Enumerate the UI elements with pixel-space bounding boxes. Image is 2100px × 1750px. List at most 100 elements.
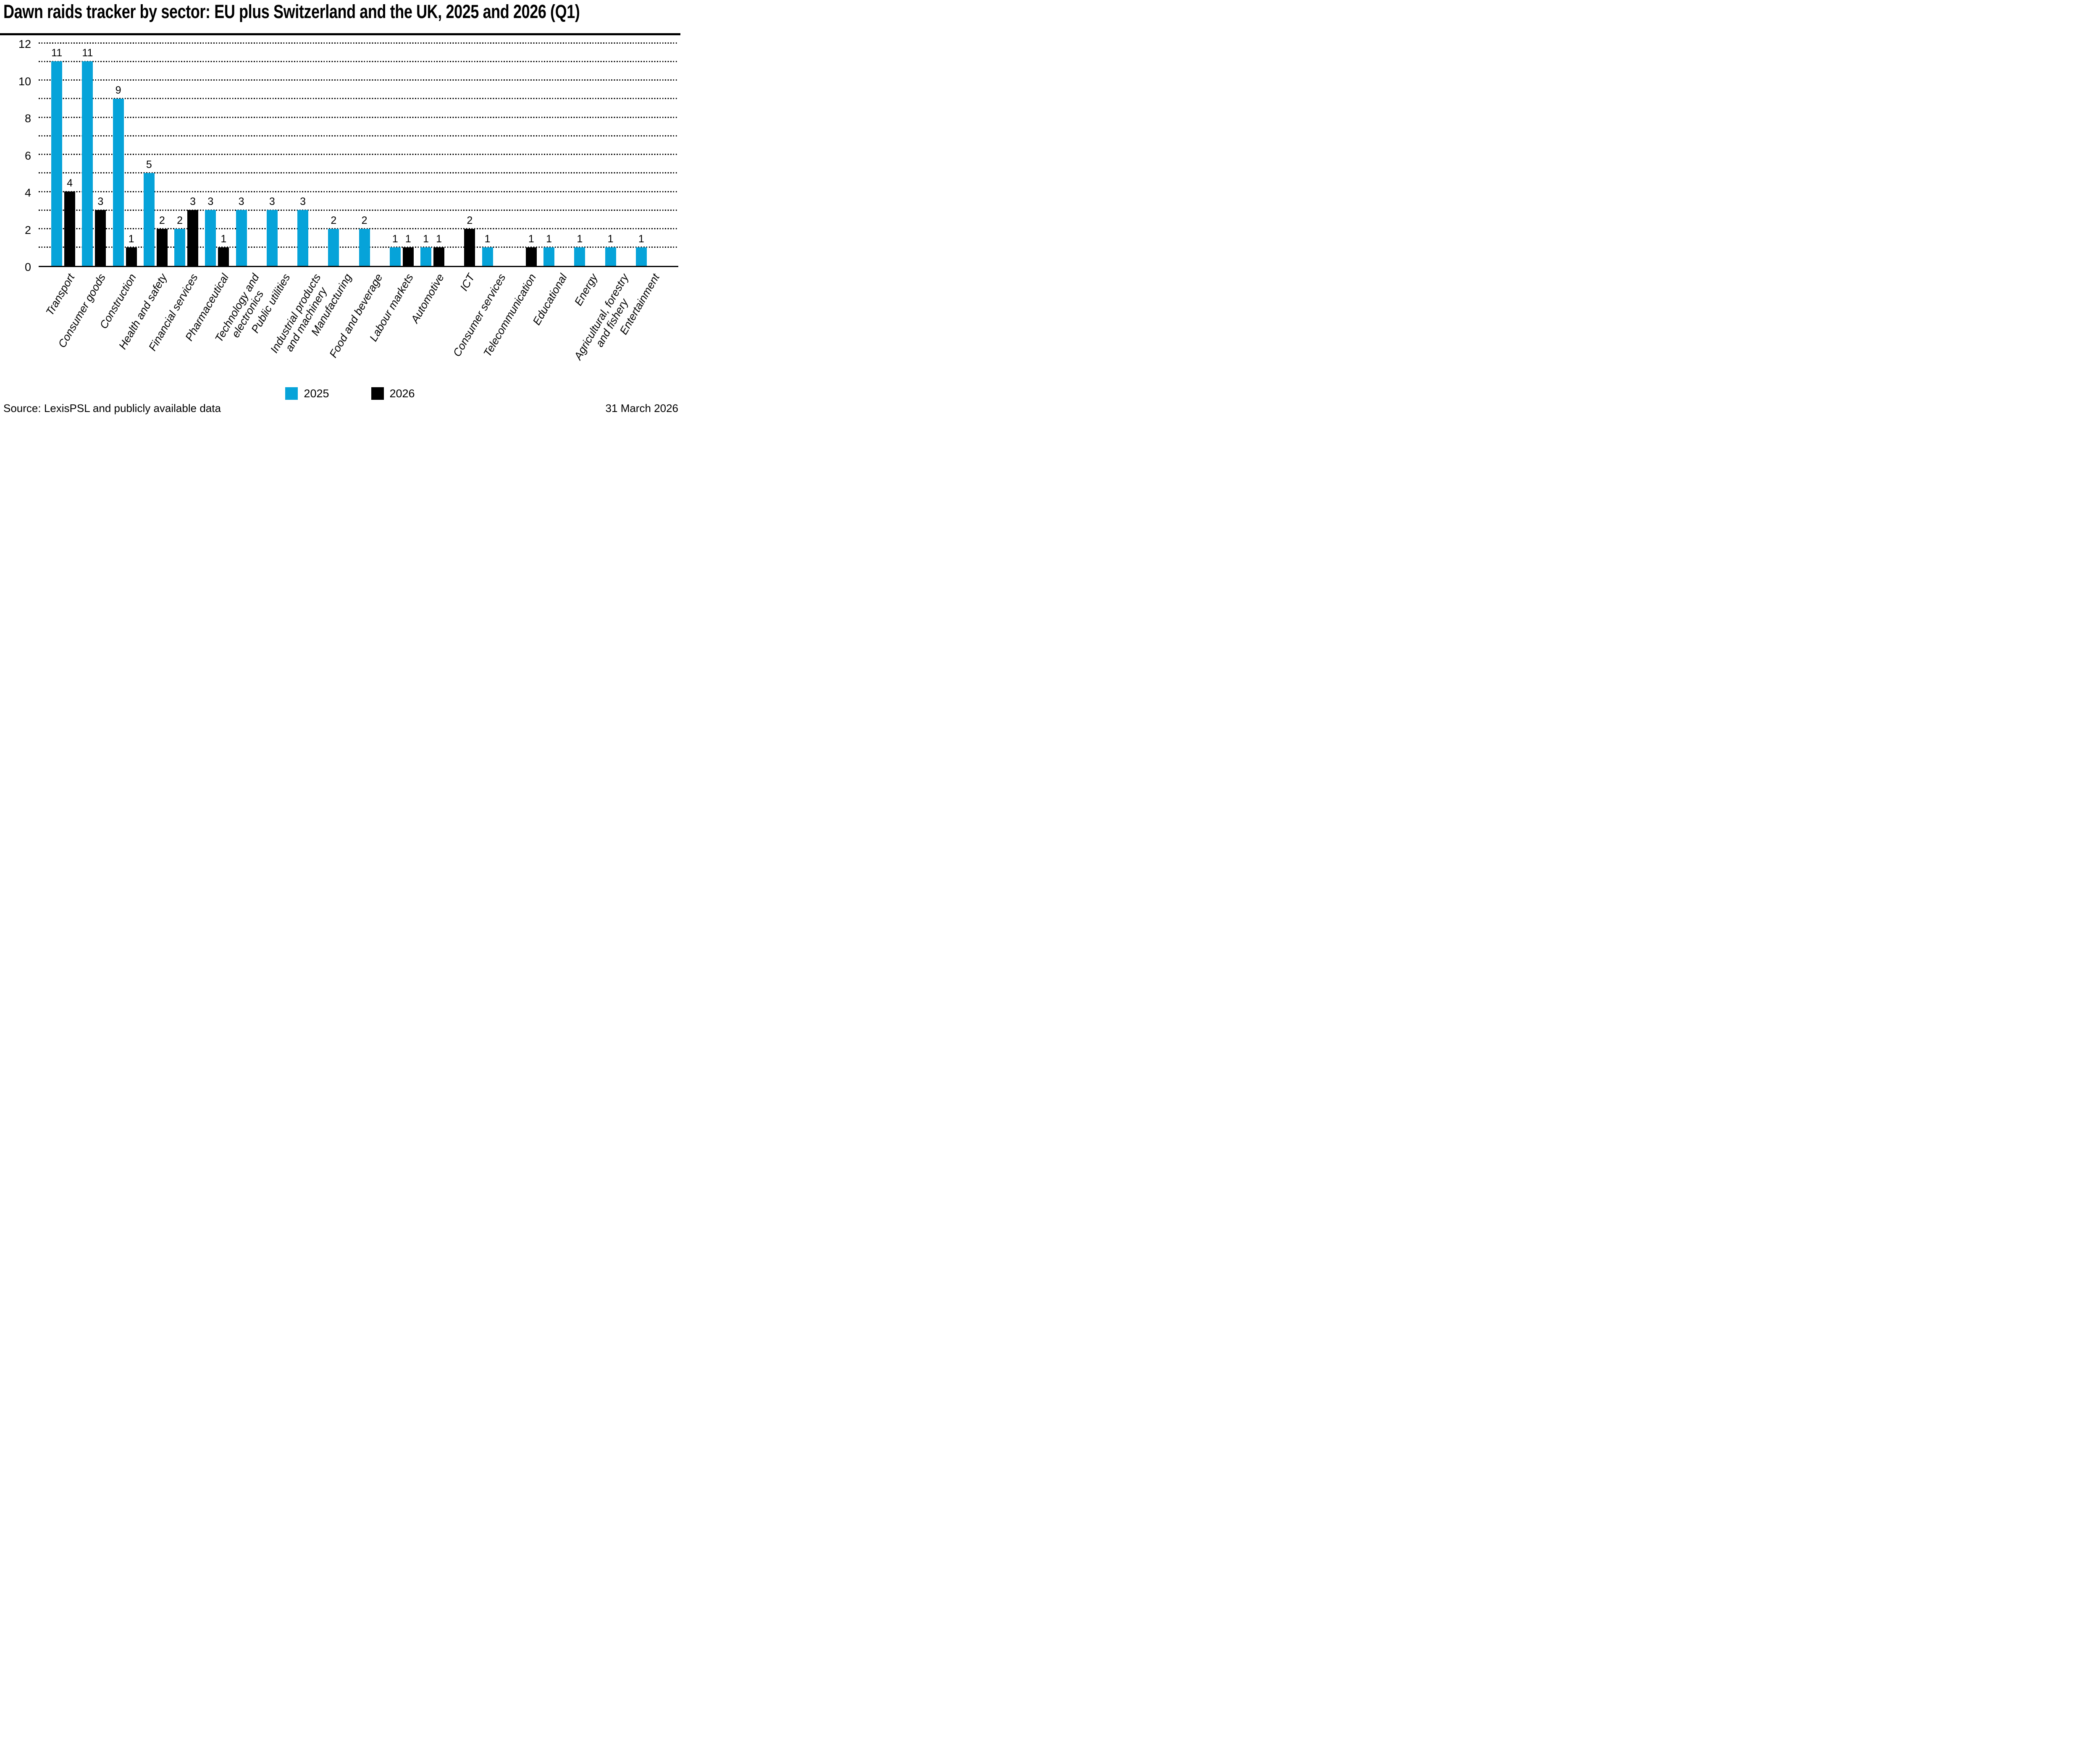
bar-value-label: 3 — [238, 196, 244, 208]
gridline — [39, 135, 678, 136]
bar-2026: 1 — [218, 234, 229, 266]
bar-2026: 3 — [187, 197, 199, 266]
bar-2025: 11 — [82, 48, 93, 266]
legend: 2025 2026 — [0, 387, 700, 400]
legend-item-2026: 2026 — [371, 387, 415, 400]
bar-2026: 1 — [126, 234, 137, 266]
bar-2025: 1 — [389, 234, 401, 266]
gridline — [39, 191, 678, 192]
legend-label-2025: 2025 — [304, 387, 329, 400]
bar-2026: 4 — [64, 178, 76, 266]
bar-2026: 2 — [156, 215, 168, 266]
bar-value-label: 1 — [484, 233, 491, 245]
chart-title: Dawn raids tracker by sector: EU plus Sw… — [3, 1, 700, 23]
bar-2025: 2 — [359, 215, 370, 266]
x-axis: Transport Consumer goods Construction Healt… — [39, 272, 678, 385]
y-axis-tick-label: 10 — [18, 75, 31, 88]
gridline — [39, 60, 678, 62]
gridline — [39, 42, 678, 44]
bar-value-label: 2 — [177, 214, 183, 226]
x-axis-label: Energy — [572, 271, 600, 308]
x-axis-label: ICT — [457, 271, 477, 293]
bar-2026: 2 — [464, 215, 475, 266]
bar-2025: 5 — [143, 159, 155, 266]
bar-group: 3 — [263, 44, 294, 266]
bar-value-label: 1 — [528, 233, 534, 245]
bar-group: 2 — [448, 44, 478, 266]
bar-value-label: 1 — [405, 233, 411, 245]
gridline — [39, 154, 678, 155]
bar-2026: 1 — [402, 234, 414, 266]
bar-value-label: 1 — [392, 233, 398, 245]
bar-value-label: 5 — [146, 158, 152, 171]
bar-group: 1 — [509, 44, 540, 266]
bar-value-label: 3 — [207, 196, 214, 208]
bar-2025: 9 — [113, 85, 124, 266]
y-axis-tick-label: 0 — [24, 261, 31, 273]
bar-2026: 1 — [525, 234, 537, 266]
y-axis-tick-label: 2 — [24, 223, 31, 236]
plot-area: 11 4 11 3 9 1 5 2 2 3 3 1 3 3 3 2 2 1 1 1 1 2 1 1 1 1 1 1 — [39, 42, 678, 267]
chart-title-text: Dawn raids tracker by sector: EU plus Sw… — [3, 1, 580, 22]
legend-swatch-2026 — [371, 387, 384, 400]
bar-2025: 1 — [482, 234, 493, 266]
page: Dawn raids tracker by sector: EU plus Sw… — [0, 0, 700, 438]
bar-2025: 2 — [174, 215, 186, 266]
bar-value-label: 2 — [361, 214, 368, 226]
gridline — [39, 98, 678, 100]
date-text: 31 March 2026 — [605, 402, 678, 415]
gridline — [39, 209, 678, 211]
gridline — [39, 172, 678, 174]
bar-value-label: 1 — [638, 233, 644, 245]
bar-2026: 1 — [433, 234, 445, 266]
bar-2025: 1 — [543, 234, 555, 266]
y-axis-tick-label: 4 — [24, 186, 31, 199]
bar-group: 3 — [233, 44, 263, 266]
bar-value-label: 2 — [159, 214, 165, 226]
bar-group: 11 4 — [48, 44, 79, 266]
bar-value-label: 3 — [190, 196, 196, 208]
bar-value-label: 11 — [82, 47, 93, 59]
bar-value-label: 11 — [51, 47, 63, 59]
bar-value-label: 1 — [128, 233, 134, 245]
gridline — [39, 228, 678, 229]
bar-2026: 3 — [95, 197, 106, 266]
bar-2025: 3 — [205, 197, 216, 266]
bar-value-label: 4 — [67, 177, 73, 189]
bar-2025: 11 — [51, 48, 63, 266]
bar-2025: 3 — [297, 197, 309, 266]
bar-group: 2 — [325, 44, 355, 266]
bar-value-label: 2 — [331, 214, 337, 226]
gridline — [39, 247, 678, 248]
bar-value-label: 2 — [467, 214, 473, 226]
bar-2025: 1 — [420, 234, 432, 266]
bar-value-label: 3 — [300, 196, 306, 208]
bar-value-label: 1 — [607, 233, 614, 245]
bar-2025: 1 — [635, 234, 647, 266]
bar-group: 3 — [294, 44, 325, 266]
y-axis: 0 2 4 6 8 10 12 — [0, 38, 31, 273]
legend-label-2026: 2026 — [389, 387, 415, 400]
bar-group: 1 — [633, 44, 663, 266]
bar-group: 1 — [602, 44, 633, 266]
bar-group: 1 — [540, 44, 571, 266]
y-axis-tick-label: 8 — [24, 112, 31, 125]
bar-2025: 3 — [266, 197, 278, 266]
legend-item-2025: 2025 — [285, 387, 329, 400]
bar-group: 2 — [356, 44, 386, 266]
bar-group: 1 — [479, 44, 509, 266]
bar-2025: 2 — [328, 215, 339, 266]
title-rule — [0, 33, 680, 35]
bar-2025: 1 — [605, 234, 616, 266]
source-text: Source: LexisPSL and publicly available … — [3, 402, 221, 415]
x-axis-label: Transport — [43, 271, 77, 318]
bar-value-label: 1 — [577, 233, 583, 245]
bar-value-label: 9 — [115, 84, 121, 96]
legend-swatch-2025 — [285, 387, 298, 400]
bar-group: 1 — [571, 44, 601, 266]
